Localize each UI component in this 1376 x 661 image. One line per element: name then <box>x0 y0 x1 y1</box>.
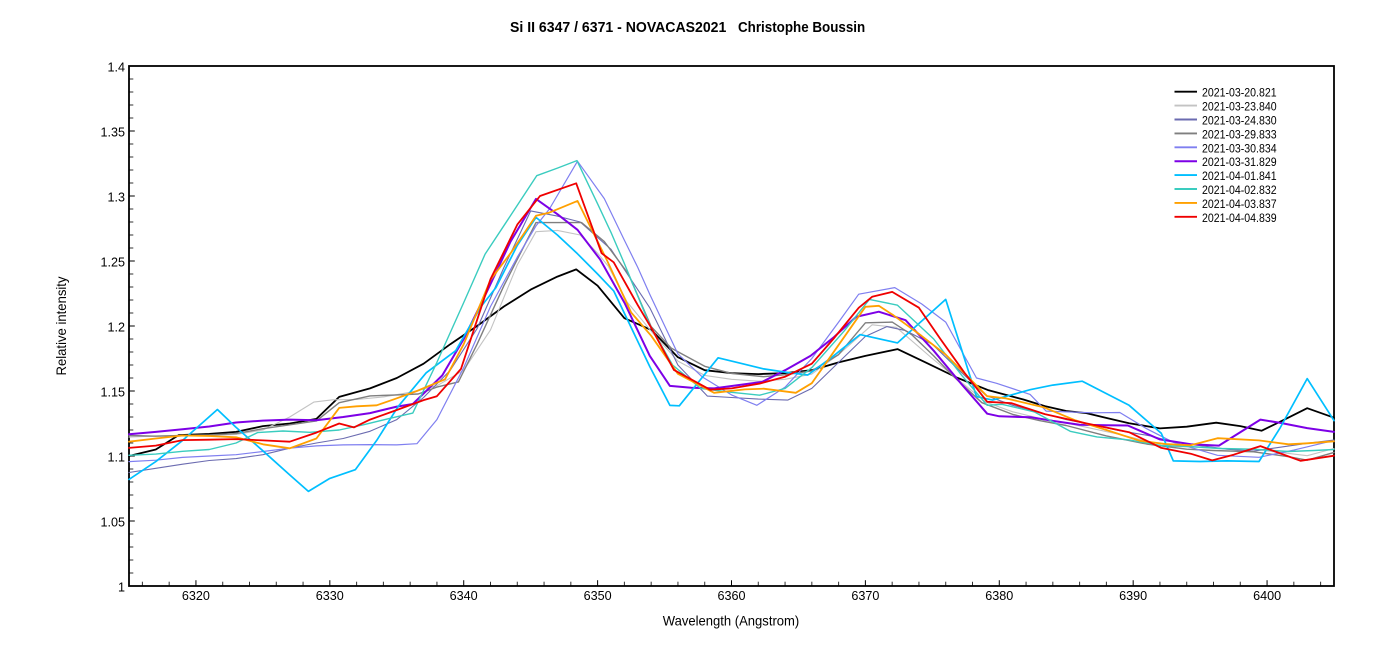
svg-text:2021-03-29.833: 2021-03-29.833 <box>1202 127 1277 141</box>
svg-text:6360: 6360 <box>717 589 745 603</box>
svg-text:2021-03-23.840: 2021-03-23.840 <box>1202 100 1277 114</box>
svg-text:6380: 6380 <box>985 589 1013 603</box>
svg-text:1.15: 1.15 <box>100 386 125 400</box>
svg-text:2021-03-20.821: 2021-03-20.821 <box>1202 86 1277 100</box>
svg-text:6330: 6330 <box>316 589 344 603</box>
svg-text:2021-04-02.832: 2021-04-02.832 <box>1202 183 1277 197</box>
svg-text:Christophe Boussin: Christophe Boussin <box>738 20 865 36</box>
svg-text:Wavelength (Angstrom): Wavelength (Angstrom) <box>663 614 800 629</box>
svg-text:1.2: 1.2 <box>107 321 125 335</box>
svg-text:2021-04-01.841: 2021-04-01.841 <box>1202 169 1277 183</box>
svg-text:2021-03-24.830: 2021-03-24.830 <box>1202 114 1277 128</box>
svg-text:1: 1 <box>118 581 125 595</box>
svg-text:1.4: 1.4 <box>107 61 125 75</box>
svg-text:2021-04-03.837: 2021-04-03.837 <box>1202 197 1277 211</box>
svg-text:6320: 6320 <box>182 589 210 603</box>
svg-text:1.1: 1.1 <box>107 451 125 465</box>
svg-text:1.05: 1.05 <box>100 516 125 530</box>
svg-text:1.35: 1.35 <box>100 126 125 140</box>
svg-text:2021-03-31.829: 2021-03-31.829 <box>1202 155 1277 169</box>
svg-text:6400: 6400 <box>1253 589 1281 603</box>
svg-text:2021-03-30.834: 2021-03-30.834 <box>1202 141 1277 155</box>
svg-text:1.25: 1.25 <box>100 256 125 270</box>
svg-text:Relative intensity: Relative intensity <box>54 276 69 375</box>
svg-text:Si II 6347 / 6371 - NOVACAS202: Si II 6347 / 6371 - NOVACAS2021 <box>510 20 726 36</box>
svg-text:6340: 6340 <box>450 589 478 603</box>
svg-text:6350: 6350 <box>584 589 612 603</box>
svg-text:2021-04-04.839: 2021-04-04.839 <box>1202 211 1277 225</box>
svg-text:6390: 6390 <box>1119 589 1147 603</box>
svg-text:1.3: 1.3 <box>107 191 125 205</box>
svg-text:6370: 6370 <box>851 589 879 603</box>
